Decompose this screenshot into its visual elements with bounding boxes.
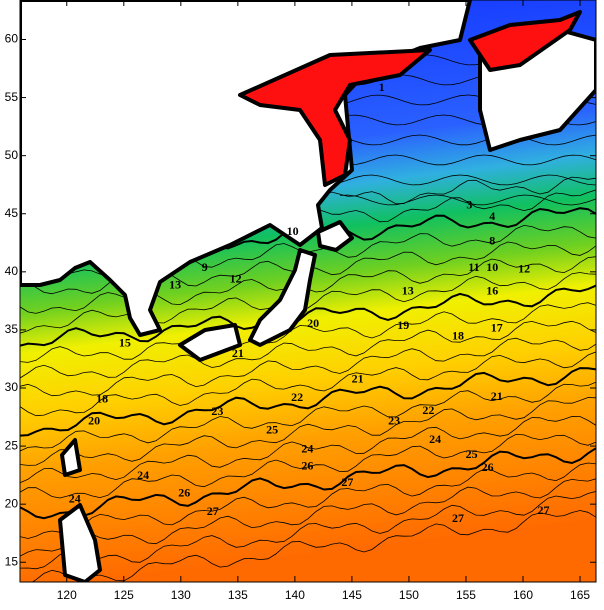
contour-label: 18 xyxy=(96,391,108,405)
taiwan xyxy=(60,438,82,477)
contour-line xyxy=(20,367,596,437)
contour-line xyxy=(339,194,596,206)
x-tick-label: 150 xyxy=(399,588,419,602)
contour-label: 4 xyxy=(489,209,495,223)
contour-line xyxy=(339,134,596,146)
y-tick-label: 50 xyxy=(5,148,19,162)
y-tick-label: 30 xyxy=(5,380,19,394)
contour-label: 3 xyxy=(466,197,472,211)
contour-label: 23 xyxy=(211,404,223,418)
contour-line xyxy=(20,320,596,379)
contour-label: 25 xyxy=(466,447,478,461)
contour-label: 10 xyxy=(486,260,498,274)
contour-line xyxy=(339,154,596,166)
contour-label: 21 xyxy=(232,346,244,360)
x-tick-label: 165 xyxy=(570,588,590,602)
contour-label: 9 xyxy=(202,260,208,274)
contour-label: 13 xyxy=(169,278,181,292)
contour-line xyxy=(20,397,596,466)
contour-line xyxy=(20,447,596,520)
contour-label: 26 xyxy=(178,485,190,499)
land xyxy=(20,0,596,582)
hokkaido xyxy=(316,220,354,252)
contour-line xyxy=(31,510,596,582)
x-tick-label: 140 xyxy=(285,588,305,602)
y-tick-label: 60 xyxy=(5,32,19,46)
x-tick-label: 145 xyxy=(342,588,362,602)
y-tick-label: 15 xyxy=(5,554,19,568)
contour-label: 15 xyxy=(119,336,131,350)
contour-line xyxy=(20,491,596,570)
contour-label: 27 xyxy=(341,475,353,489)
contour-label: 23 xyxy=(388,413,400,427)
y-tick-label: 55 xyxy=(5,90,19,104)
contour-line xyxy=(20,351,596,417)
contour-label: 25 xyxy=(266,423,278,437)
y-tick-label: 45 xyxy=(5,206,19,220)
x-tick-label: 125 xyxy=(114,588,134,602)
contour-label: 24 xyxy=(429,432,441,446)
contour-label: 27 xyxy=(538,503,550,517)
contour-label: 21 xyxy=(491,389,503,403)
x-tick-label: 130 xyxy=(171,588,191,602)
contour-label: 20 xyxy=(88,413,100,427)
contour-label: 26 xyxy=(301,459,313,473)
ice-area xyxy=(468,10,582,72)
honshu xyxy=(248,248,317,347)
y-tick-label: 20 xyxy=(5,496,19,510)
contour-label: 16 xyxy=(486,283,498,297)
contour-line xyxy=(20,272,596,334)
y-tick-label: 40 xyxy=(5,264,19,278)
contour-label: 12 xyxy=(230,272,242,286)
x-tick-label: 135 xyxy=(228,588,248,602)
contour-label: 19 xyxy=(397,318,409,332)
contour-label: 27 xyxy=(452,511,464,525)
contour-label: 12 xyxy=(518,261,530,275)
contour-label: 26 xyxy=(482,460,494,474)
ice-area xyxy=(238,48,432,187)
contour-label: 8 xyxy=(489,233,495,247)
plot-frame xyxy=(19,0,597,583)
contour-label: 13 xyxy=(402,283,414,297)
x-tick-label: 120 xyxy=(57,588,77,602)
y-tick-label: 25 xyxy=(5,438,19,452)
contour-label: 20 xyxy=(307,316,319,330)
luzon xyxy=(58,503,102,582)
x-tick-label: 160 xyxy=(513,588,533,602)
contour-label: 22 xyxy=(422,403,434,417)
contour-line xyxy=(20,478,596,557)
contour-label: 11 xyxy=(468,260,479,274)
contour-label: 21 xyxy=(352,372,364,386)
contour-label: 17 xyxy=(491,321,503,335)
contour-label: 24 xyxy=(69,491,81,505)
contour-line xyxy=(20,415,596,484)
contour-line xyxy=(20,302,596,363)
contour-line xyxy=(20,433,596,499)
y-tick-label: 35 xyxy=(5,322,19,336)
contour-line xyxy=(20,337,596,397)
x-tick-label: 155 xyxy=(456,588,476,602)
contour-label: 18 xyxy=(452,329,464,343)
contour-line xyxy=(20,381,596,452)
contour-label: 10 xyxy=(287,224,299,238)
contour-line xyxy=(339,174,596,186)
contour-label: 24 xyxy=(301,441,313,455)
kyushu-shikoku xyxy=(178,323,242,362)
contour-label: 22 xyxy=(291,390,303,404)
contour-label: 1 xyxy=(379,80,385,94)
contour-line xyxy=(20,284,596,347)
contour-label: 27 xyxy=(207,504,219,518)
contour-label: 24 xyxy=(137,468,149,482)
contour-line xyxy=(20,462,596,539)
